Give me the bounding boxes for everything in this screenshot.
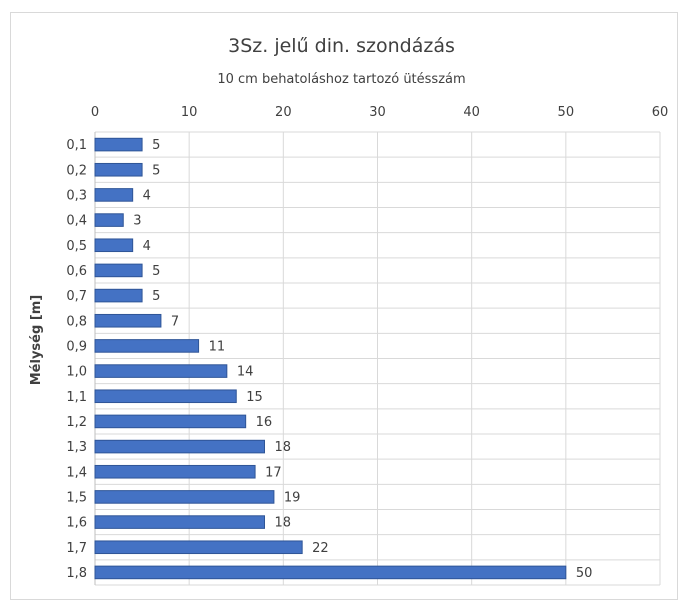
data-label: 16 (256, 415, 273, 430)
data-label: 14 (237, 365, 254, 380)
y-tick-label: 0,2 (66, 163, 87, 178)
x-tick-label: 10 (181, 105, 198, 120)
y-tick-label: 0,6 (66, 264, 87, 279)
data-label: 5 (152, 289, 160, 304)
data-label: 7 (171, 314, 179, 329)
bar-1,6 (94, 515, 265, 529)
y-tick-label: 1,8 (66, 566, 87, 581)
bar-0,8 (94, 313, 162, 328)
x-tick-label: 0 (91, 105, 99, 120)
y-tick-label: 1,4 (66, 465, 87, 480)
bar-1,5 (94, 490, 275, 504)
bars (94, 137, 567, 580)
bar-0,5 (94, 238, 134, 253)
x-tick-label: 50 (558, 105, 575, 120)
data-label: 50 (576, 566, 593, 581)
bar-1,7 (94, 540, 303, 555)
data-label: 11 (209, 339, 226, 354)
x-tick-label: 30 (369, 105, 386, 120)
bar-1,2 (94, 414, 247, 429)
data-label: 5 (152, 163, 160, 178)
bar-0,9 (94, 339, 200, 353)
data-label: 18 (275, 516, 292, 531)
y-tick-label: 0,5 (66, 239, 87, 254)
y-tick-label: 1,6 (66, 516, 87, 531)
y-tick-label: 0,8 (66, 314, 87, 329)
bar-0,7 (94, 288, 143, 303)
y-axis-tick-labels: 0,1 0,2 0,3 0,4 0,5 0,6 0,7 0,8 0,9 1,0 1,1 1,2 1,3 1… (66, 138, 87, 581)
bar-0,1 (94, 137, 143, 152)
bar-1,8 (94, 565, 567, 580)
grid-lines (94, 131, 661, 586)
x-tick-label: 40 (463, 105, 480, 120)
y-tick-label: 0,4 (66, 214, 87, 229)
data-label: 15 (246, 390, 263, 405)
data-label: 22 (312, 541, 329, 556)
y-tick-label: 0,1 (66, 138, 87, 153)
y-tick-label: 0,7 (66, 289, 87, 304)
bar-1,1 (94, 389, 237, 404)
x-axis-tick-labels: 0 10 20 30 40 50 60 (91, 105, 668, 120)
y-tick-label: 1,5 (66, 490, 87, 505)
bar-0,4 (94, 213, 124, 227)
bar-0,2 (94, 162, 143, 177)
bar-0,6 (94, 263, 143, 278)
data-label: 4 (143, 188, 151, 203)
data-label: 17 (265, 465, 282, 480)
bar-1,0 (94, 364, 228, 378)
x-tick-label: 60 (652, 105, 669, 120)
y-tick-label: 1,3 (66, 440, 87, 455)
data-label: 3 (133, 214, 141, 229)
x-tick-label: 20 (275, 105, 292, 120)
chart-subtitle: 10 cm behatoláshoz tartozó ütésszám (217, 72, 466, 87)
y-tick-label: 0,9 (66, 339, 87, 354)
data-label: 19 (284, 490, 301, 505)
y-axis-title: Mélység [m] (29, 295, 44, 386)
bar-1,4 (94, 464, 256, 479)
y-tick-label: 1,1 (66, 390, 87, 405)
data-label: 4 (143, 239, 151, 254)
chart-title: 3Sz. jelű din. szondázás (228, 35, 455, 57)
y-tick-label: 1,2 (66, 415, 87, 430)
bar-0,3 (94, 188, 134, 202)
y-tick-label: 0,3 (66, 188, 87, 203)
y-tick-label: 1,7 (66, 541, 87, 556)
y-tick-label: 1,0 (66, 365, 87, 380)
data-label: 18 (275, 440, 292, 455)
bar-1,3 (94, 439, 265, 454)
data-label: 5 (152, 264, 160, 279)
data-label: 5 (152, 138, 160, 153)
